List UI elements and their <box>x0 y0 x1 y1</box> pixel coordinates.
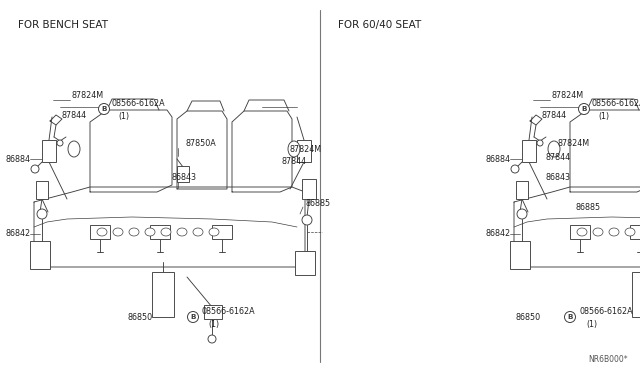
Ellipse shape <box>209 228 219 236</box>
Circle shape <box>208 335 216 343</box>
Text: FOR BENCH SEAT: FOR BENCH SEAT <box>18 20 108 30</box>
Bar <box>297 140 311 162</box>
Ellipse shape <box>577 228 587 236</box>
Text: 86843: 86843 <box>545 173 570 182</box>
Text: B: B <box>190 314 196 320</box>
Text: 87824M: 87824M <box>290 145 322 154</box>
Text: 87844: 87844 <box>62 110 87 119</box>
Bar <box>295 251 315 275</box>
Text: 86850: 86850 <box>515 312 540 321</box>
Circle shape <box>31 165 39 173</box>
Ellipse shape <box>288 141 300 157</box>
Text: 87844: 87844 <box>545 153 570 161</box>
Bar <box>570 225 590 239</box>
Text: 87824M: 87824M <box>552 90 584 99</box>
Bar <box>177 166 189 182</box>
Text: 86842: 86842 <box>5 230 30 238</box>
Text: (1): (1) <box>586 321 597 330</box>
Text: (1): (1) <box>118 112 129 122</box>
Text: B: B <box>567 314 573 320</box>
Circle shape <box>37 209 47 219</box>
Text: 08566-6162A: 08566-6162A <box>112 99 166 109</box>
Text: (1): (1) <box>598 112 609 122</box>
Circle shape <box>564 311 575 323</box>
Text: (1): (1) <box>208 321 219 330</box>
Bar <box>204 305 222 319</box>
Circle shape <box>57 140 63 146</box>
Text: NR6B000*: NR6B000* <box>588 355 628 364</box>
Bar <box>522 140 536 162</box>
Text: 08566-6162A: 08566-6162A <box>202 308 255 317</box>
Ellipse shape <box>609 228 619 236</box>
Text: 08566-6162A: 08566-6162A <box>592 99 640 109</box>
Ellipse shape <box>548 141 560 157</box>
Text: 87850A: 87850A <box>185 140 216 148</box>
Text: 08566-6162A: 08566-6162A <box>580 308 634 317</box>
Ellipse shape <box>161 228 171 236</box>
Ellipse shape <box>625 228 635 236</box>
Text: 87844: 87844 <box>542 110 567 119</box>
Bar <box>90 225 110 239</box>
Text: 87844: 87844 <box>282 157 307 167</box>
Text: 86843: 86843 <box>172 173 197 182</box>
Bar <box>152 272 174 317</box>
Ellipse shape <box>193 228 203 236</box>
Bar <box>510 241 530 269</box>
Text: 86885: 86885 <box>575 202 600 212</box>
Bar <box>212 225 232 239</box>
Bar <box>42 140 56 162</box>
Ellipse shape <box>129 228 139 236</box>
Ellipse shape <box>593 228 603 236</box>
Bar <box>516 181 528 199</box>
Circle shape <box>517 209 527 219</box>
Bar <box>36 181 48 199</box>
Bar <box>630 225 640 239</box>
Bar <box>302 179 316 199</box>
Text: B: B <box>101 106 107 112</box>
Ellipse shape <box>97 228 107 236</box>
Circle shape <box>579 103 589 115</box>
Circle shape <box>188 311 198 323</box>
Bar <box>632 272 640 317</box>
Circle shape <box>511 165 519 173</box>
Ellipse shape <box>113 228 123 236</box>
Ellipse shape <box>68 141 80 157</box>
Text: 86850: 86850 <box>128 312 153 321</box>
Text: 87824M: 87824M <box>72 90 104 99</box>
Circle shape <box>537 140 543 146</box>
Ellipse shape <box>145 228 155 236</box>
Bar <box>150 225 170 239</box>
Text: B: B <box>581 106 587 112</box>
Text: 86884: 86884 <box>485 154 510 164</box>
Text: FOR 60/40 SEAT: FOR 60/40 SEAT <box>338 20 421 30</box>
Text: 86885: 86885 <box>305 199 330 208</box>
Text: 86842: 86842 <box>485 230 510 238</box>
Circle shape <box>99 103 109 115</box>
Bar <box>30 241 50 269</box>
Ellipse shape <box>177 228 187 236</box>
Circle shape <box>302 215 312 225</box>
Text: 87824M: 87824M <box>557 140 589 148</box>
Text: 86884: 86884 <box>5 154 30 164</box>
